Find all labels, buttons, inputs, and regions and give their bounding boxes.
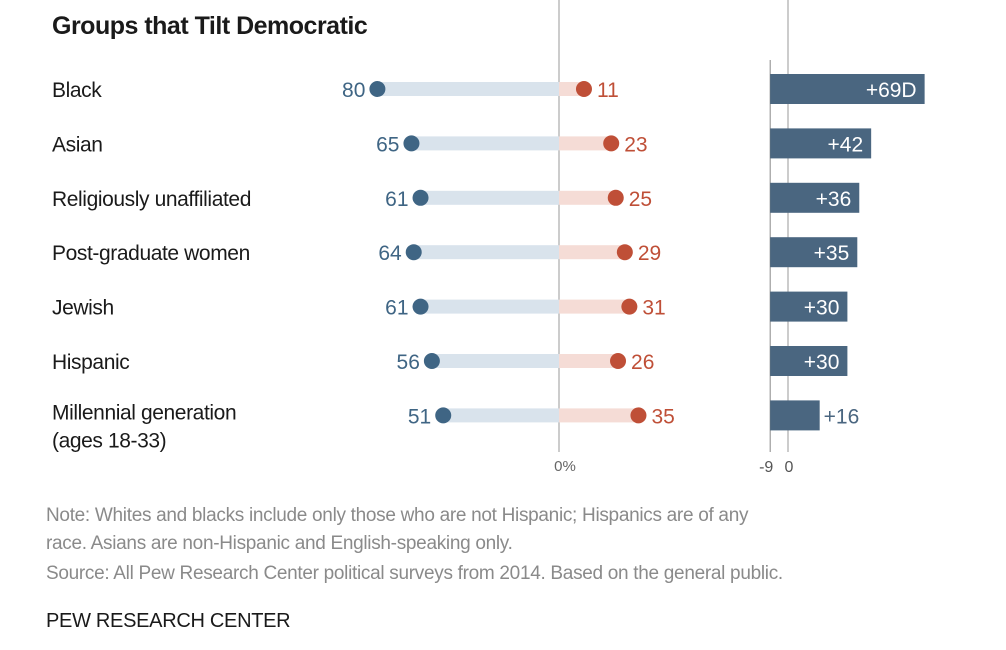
republican-dot	[575, 81, 592, 97]
difference-value-label: +30	[804, 297, 840, 320]
democrat-dot	[412, 298, 429, 315]
category-label: Post-graduate women	[52, 242, 250, 265]
democrat-dot	[412, 189, 429, 206]
republican-track	[559, 136, 612, 151]
difference-value-label: +35	[814, 242, 850, 265]
source-line: Source: All Pew Research Center politica…	[46, 563, 783, 584]
category-label: Religiously unaffiliated	[52, 188, 251, 211]
democrat-track	[411, 136, 559, 151]
category-label: (ages 18-33)	[52, 429, 166, 452]
democrat-dot	[435, 407, 452, 424]
brand-name: PEW RESEARCH CENTER	[46, 610, 291, 632]
difference-tick-label: 0	[785, 459, 794, 476]
democrat-value-label: 61	[385, 297, 408, 320]
democrat-value-label: 65	[376, 133, 399, 156]
difference-bar	[770, 400, 820, 431]
republican-track	[559, 245, 625, 260]
difference-value-label: +16	[824, 405, 860, 428]
republican-track	[559, 354, 619, 368]
democrat-value-label: 56	[397, 351, 420, 374]
difference-value-label: +42	[828, 133, 864, 156]
category-label: Asian	[52, 133, 103, 156]
republican-value-label: 31	[642, 297, 665, 320]
republican-value-label: 29	[638, 242, 661, 265]
note-line-2: race. Asians are non-Hispanic and Englis…	[46, 533, 513, 554]
difference-value-label: +36	[816, 188, 852, 211]
chart-title: Groups that Tilt Democratic	[52, 12, 368, 40]
republican-value-label: 23	[624, 133, 647, 156]
republican-value-label: 11	[597, 79, 619, 102]
note-line-1: Note: Whites and blacks include only tho…	[46, 505, 749, 526]
difference-value-label: +30	[804, 351, 840, 374]
republican-value-label: 25	[629, 188, 652, 211]
dot-chart: 0% -9 0 Black 80 11 +69D Asian 65 23 +42 Religiousl…	[52, 0, 925, 476]
republican-dot	[603, 135, 620, 152]
difference-bar	[770, 346, 848, 376]
democrat-track	[431, 354, 559, 368]
republican-track	[559, 408, 639, 423]
democrat-track	[420, 190, 559, 205]
difference-bar	[770, 291, 848, 322]
republican-track	[559, 190, 616, 205]
democrat-dot	[405, 244, 422, 261]
democrat-value-label: 51	[408, 405, 431, 428]
category-label: Hispanic	[52, 351, 129, 374]
republican-dot	[607, 189, 624, 206]
difference-tick-label: -9	[759, 459, 773, 476]
republican-track	[559, 299, 630, 314]
democrat-value-label: 64	[378, 242, 402, 265]
democrat-track	[443, 408, 559, 423]
democrat-track	[377, 82, 559, 96]
democrat-dot	[403, 135, 420, 152]
democrat-track	[413, 245, 559, 260]
democrat-value-label: 61	[385, 188, 408, 211]
republican-value-label: 35	[651, 405, 674, 428]
dot-axis-tick-label: 0%	[554, 458, 576, 475]
difference-bar	[770, 74, 925, 104]
republican-dot	[610, 353, 627, 369]
difference-bar	[770, 237, 858, 268]
democrat-track	[420, 299, 559, 314]
difference-value-label: +69D	[866, 79, 917, 102]
republican-value-label: 26	[631, 351, 654, 374]
democrat-dot	[423, 353, 440, 369]
category-label: Millennial generation	[52, 401, 236, 424]
difference-bar	[770, 128, 872, 159]
category-label: Jewish	[52, 297, 114, 320]
republican-dot	[616, 244, 633, 261]
republican-dot	[621, 298, 638, 315]
democrat-dot	[369, 81, 386, 97]
republican-dot	[630, 407, 647, 424]
democrat-value-label: 80	[342, 79, 365, 102]
difference-bar	[770, 182, 860, 213]
category-label: Black	[52, 79, 102, 102]
